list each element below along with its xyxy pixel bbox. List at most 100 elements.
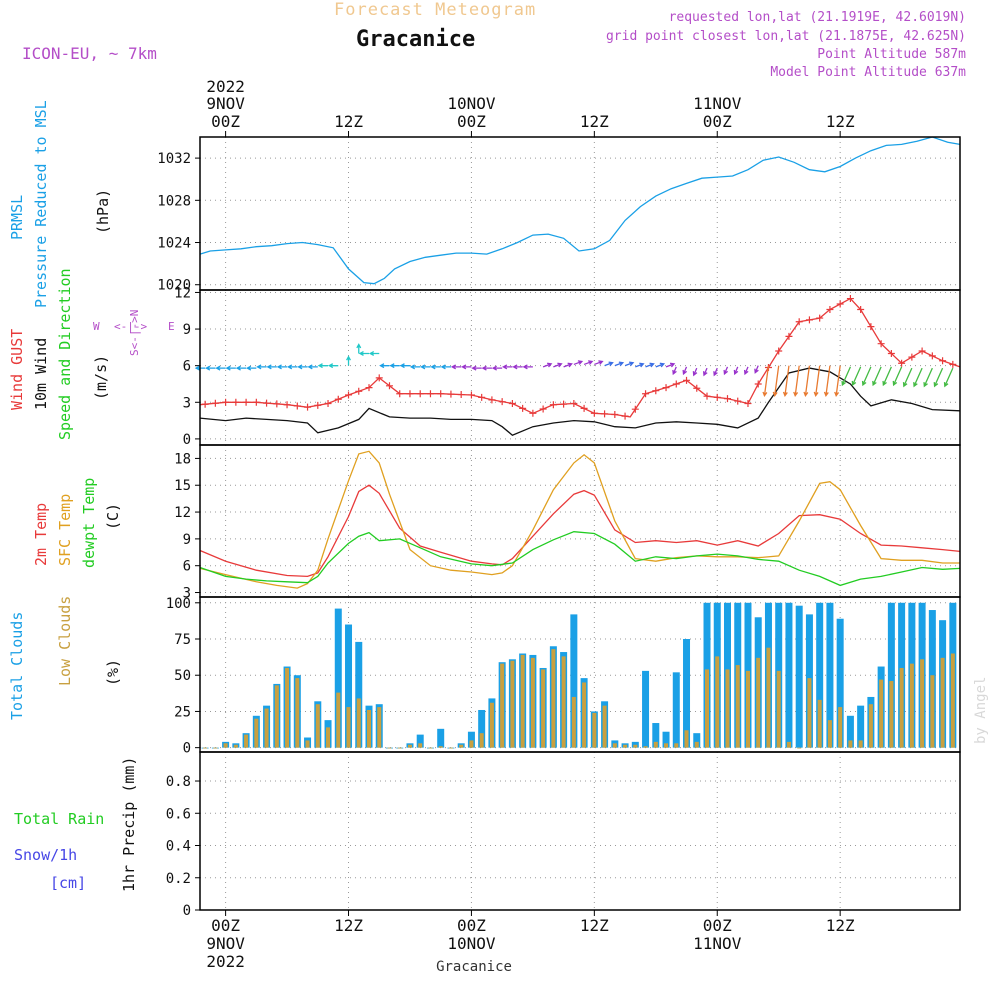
gust-marker (805, 316, 813, 324)
wind-direction-arrow (399, 363, 410, 369)
model-point-altitude: Model Point Altitude 637m (770, 65, 966, 80)
gust-marker (560, 400, 568, 408)
wind-direction-arrow (743, 366, 749, 376)
wind-direction-arrow (389, 363, 400, 369)
gust-marker (877, 340, 885, 348)
low-clouds-bar (848, 740, 853, 748)
gust-marker (457, 391, 465, 399)
wind-direction-arrow (933, 367, 944, 388)
total-clouds-bar (355, 641, 363, 748)
pressure-ylabel-2: Pressure Reduced to MSL (32, 100, 50, 308)
total-clouds-bar (631, 741, 639, 748)
low-clouds-bar (459, 744, 464, 748)
low-clouds-bar (766, 647, 771, 748)
total-clouds-bar (642, 670, 650, 748)
low-clouds-bar (592, 712, 597, 748)
bottom-hour-label: 12Z (826, 916, 855, 935)
chart-super-title: Forecast Meteogram (334, 0, 537, 20)
low-clouds-bar (336, 692, 341, 748)
wind-direction-arrow (409, 364, 421, 370)
pressure-ytick-label: 1024 (157, 236, 191, 252)
total-clouds-bar (846, 715, 854, 748)
wind-direction-arrow (614, 361, 625, 367)
low-clouds-bar (899, 667, 904, 748)
low-clouds-bar (203, 747, 208, 749)
low-clouds-bar (725, 669, 730, 748)
low-clouds-bar (500, 663, 505, 748)
temperature-ytick-label: 3 (183, 586, 191, 602)
wind-direction-arrow (834, 365, 841, 398)
gust-marker (642, 390, 650, 398)
low-clouds-bar (244, 734, 249, 748)
wind-direction-arrow (368, 350, 380, 356)
wind-direction-arrow (943, 367, 954, 388)
total-clouds-bar (826, 602, 834, 748)
clouds-ytick-label: 50 (174, 668, 191, 684)
clouds-ylabel-unit: (%) (104, 659, 122, 686)
gust-marker (939, 357, 947, 365)
low-clouds-bar (745, 670, 750, 748)
gust-marker (570, 400, 578, 408)
low-clouds-bar (367, 709, 372, 748)
low-clouds-bar (397, 747, 402, 749)
wind-ytick-label: 0 (183, 432, 191, 448)
gust-marker (314, 401, 322, 409)
gust-marker (949, 360, 957, 368)
wind-direction-arrow (346, 355, 352, 366)
wind-direction-arrow (682, 366, 688, 376)
wind-direction-arrow (913, 367, 923, 388)
gust-marker (263, 399, 271, 407)
total-clouds-bar (478, 709, 486, 748)
low-clouds-bar (223, 743, 228, 748)
wind-direction-arrow (553, 362, 563, 368)
panel-frame-pressure (199, 136, 961, 291)
gust-marker (621, 412, 629, 420)
wind-direction-arrow (583, 360, 594, 366)
total-clouds-bar (683, 639, 691, 748)
low-clouds-bar (582, 682, 587, 748)
low-clouds-bar (264, 708, 269, 748)
wind-direction-arrow (307, 364, 318, 370)
wind-direction-arrow (420, 364, 431, 370)
wind-direction-arrow (430, 364, 441, 370)
bottom-date-label: 9NOV (206, 934, 245, 953)
low-clouds-bar (674, 743, 679, 748)
wind-direction-arrow (851, 366, 862, 387)
wind-direction-arrow (358, 350, 370, 356)
gust-marker (928, 352, 936, 360)
low-clouds-bar (950, 653, 955, 748)
gust-marker (826, 306, 834, 314)
total-clouds-ylabel: Total Clouds (8, 612, 26, 720)
low-clouds-bar (407, 744, 412, 748)
clouds-ytick-label: 100 (166, 596, 191, 612)
low-clouds-bar (705, 669, 710, 748)
gust-marker (816, 314, 824, 322)
low-clouds-bar (684, 730, 689, 748)
top-hour-label: 12Z (826, 112, 855, 131)
pressure-ytick-label: 1028 (157, 193, 191, 209)
bottom-hour-label: 12Z (580, 916, 609, 935)
low-clouds-bar (315, 704, 320, 748)
wind-ytick-label: 9 (183, 322, 191, 338)
precip-ytick-label: 0.8 (166, 774, 191, 790)
temperature-dewpt-temp-line (199, 531, 961, 587)
low-clouds-bar (827, 720, 832, 748)
bottom-hour-label: 00Z (211, 916, 240, 935)
gust-marker (222, 398, 230, 406)
wind-direction-arrow (803, 365, 811, 398)
low-clouds-bar (233, 744, 238, 748)
gust-marker (293, 402, 301, 410)
precip-ytick-label: 0.2 (166, 871, 191, 887)
gust-marker (467, 391, 475, 399)
gust-marker (672, 380, 680, 388)
wind-direction-arrow (665, 362, 676, 368)
top-hour-label: 00Z (703, 112, 732, 131)
low-clouds-bar (530, 657, 535, 748)
compass-rose-icon: W <-|-> E S<-|->N (93, 310, 175, 356)
wind-direction-arrow (440, 364, 451, 370)
wind-direction-arrow (655, 362, 666, 368)
bottom-hour-label: 12Z (334, 916, 363, 935)
low-clouds-bar (551, 649, 556, 748)
low-clouds-bar (418, 743, 423, 748)
